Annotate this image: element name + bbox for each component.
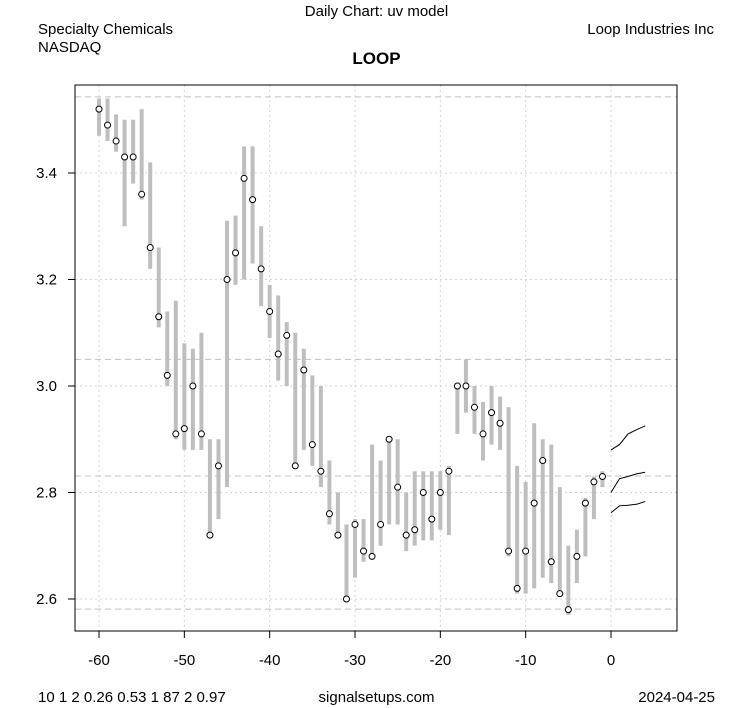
close-point	[513, 584, 521, 592]
close-point	[377, 520, 385, 528]
close-point	[394, 483, 402, 491]
close-point	[445, 467, 453, 475]
forecast-mid-line	[610, 471, 646, 493]
close-point	[308, 441, 316, 449]
close-point	[342, 595, 350, 603]
close-point	[488, 409, 496, 417]
close-point	[197, 430, 205, 438]
close-point	[232, 249, 240, 257]
exchange-label: NASDAQ	[38, 39, 102, 56]
close-point	[155, 313, 163, 321]
close-point	[530, 499, 538, 507]
close-point	[411, 526, 419, 534]
close-point	[385, 435, 393, 443]
x-tick-label: -20	[429, 652, 451, 669]
close-point	[479, 430, 487, 438]
x-tick-label: -30	[344, 652, 366, 669]
y-tick-label: 2.6	[36, 591, 57, 608]
close-point	[360, 547, 368, 555]
close-point	[522, 547, 530, 555]
close-point	[539, 457, 547, 465]
close-point	[402, 531, 410, 539]
close-point	[325, 510, 333, 518]
close-point	[453, 382, 461, 390]
close-point	[138, 190, 146, 198]
model-params: 10 1 2 0.26 0.53 1 87 2 0.97	[38, 689, 226, 706]
close-point	[436, 489, 444, 496]
close-point	[163, 371, 171, 379]
close-point	[598, 473, 606, 481]
ticker-title: LOOP	[352, 49, 401, 68]
close-point	[223, 276, 231, 283]
close-point	[547, 558, 555, 566]
close-point	[556, 590, 564, 598]
x-tick-label: -10	[515, 652, 537, 669]
x-tick-label: -50	[173, 652, 195, 669]
close-point	[573, 552, 581, 560]
close-point	[206, 531, 214, 539]
y-tick-label: 3.2	[36, 272, 57, 289]
close-point	[351, 520, 359, 528]
close-point	[112, 137, 120, 145]
close-point	[470, 403, 478, 411]
close-point	[496, 419, 504, 427]
date-label: 2024-04-25	[638, 689, 715, 706]
close-point	[95, 105, 103, 113]
close-point	[334, 531, 342, 539]
forecast-lower-line	[610, 501, 646, 514]
close-point	[146, 244, 154, 252]
company-label: Loop Industries Inc	[587, 21, 714, 38]
close-point	[214, 462, 222, 470]
close-point	[590, 478, 598, 486]
close-point	[300, 366, 308, 374]
site-label: signalsetups.com	[318, 689, 435, 706]
x-tick-label: -60	[88, 652, 110, 669]
close-point	[283, 331, 291, 339]
close-point	[291, 462, 299, 470]
close-point	[462, 382, 470, 390]
forecast-upper-line	[610, 425, 646, 451]
close-point	[121, 153, 129, 161]
close-point	[505, 547, 513, 555]
close-point	[564, 606, 572, 614]
chart-title: Daily Chart: uv model	[304, 3, 449, 20]
close-point	[274, 350, 282, 358]
close-point	[240, 174, 248, 182]
close-point	[266, 307, 274, 315]
close-point	[172, 430, 180, 438]
y-tick-label: 3.0	[36, 378, 57, 395]
y-tick-label: 2.8	[36, 485, 57, 502]
close-point	[428, 515, 436, 523]
x-tick-label: -40	[259, 652, 281, 669]
close-point	[419, 489, 427, 496]
close-point	[257, 265, 265, 273]
plot-frame	[74, 84, 678, 632]
close-point	[317, 467, 325, 475]
close-point	[104, 121, 112, 129]
close-point	[129, 153, 137, 161]
close-point	[581, 499, 589, 507]
x-tick-label: 0	[607, 652, 615, 669]
sector-label: Specialty Chemicals	[38, 21, 174, 38]
close-point	[189, 382, 197, 390]
close-point	[180, 425, 188, 433]
close-point	[249, 196, 257, 204]
y-tick-label: 3.4	[36, 165, 57, 182]
close-point	[368, 552, 376, 560]
